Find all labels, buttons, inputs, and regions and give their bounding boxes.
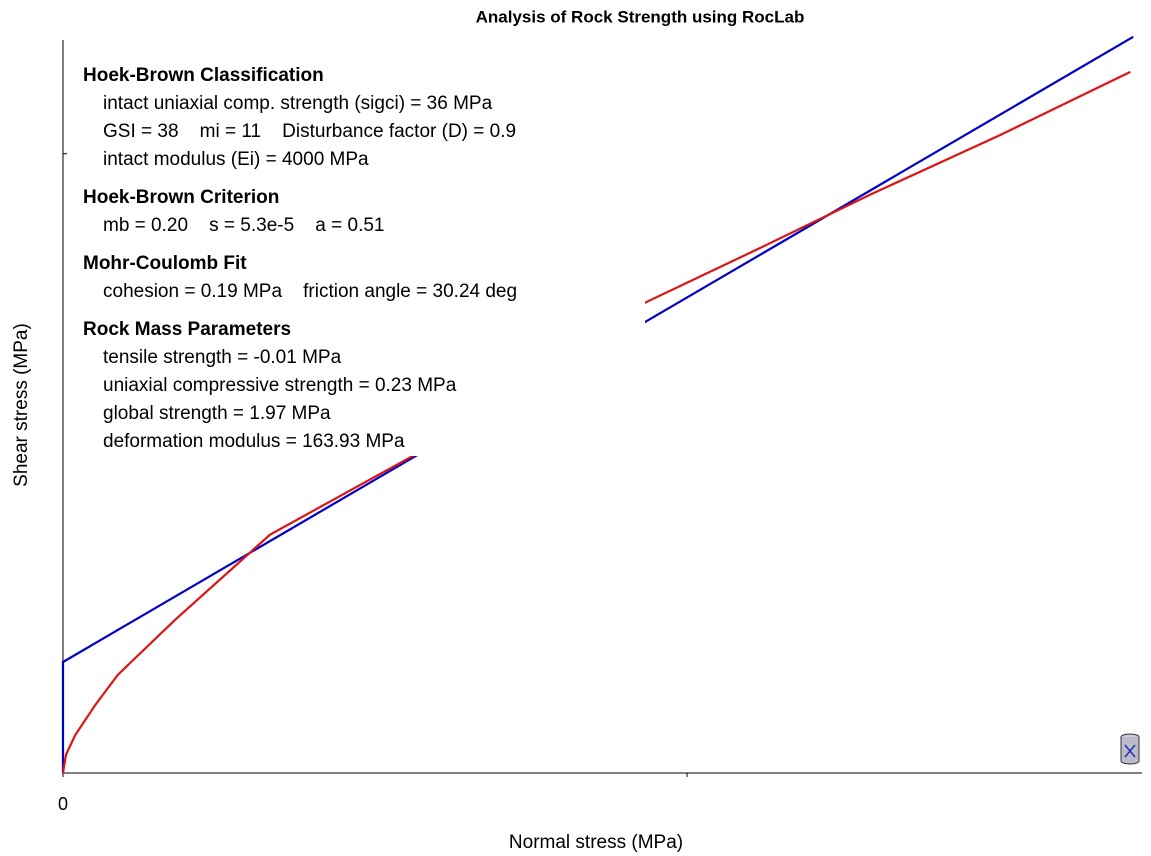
info-line: intact modulus (Ei) = 4000 MPa — [103, 149, 369, 170]
info-line: global strength = 1.97 MPa — [103, 403, 331, 424]
info-heading: Rock Mass Parameters — [83, 319, 291, 340]
info-heading: Hoek-Brown Criterion — [83, 187, 279, 208]
x-axis-label: Normal stress (MPa) — [509, 832, 683, 853]
series-line — [61, 35, 1134, 773]
info-line: deformation modulus = 163.93 MPa — [103, 431, 405, 452]
info-heading: Mohr-Coulomb Fit — [83, 253, 247, 274]
chart-title: Analysis of Rock Strength using RocLab — [476, 7, 805, 26]
info-line: cohesion = 0.19 MPa friction angle = 30.… — [103, 281, 517, 302]
x-tick-label: 0 — [58, 794, 68, 814]
info-heading: Hoek-Brown Classification — [83, 65, 324, 86]
info-line: mb = 0.20 s = 5.3e-5 a = 0.51 — [103, 215, 384, 236]
info-block: Hoek-Brown Classification intact uniaxial… — [75, 58, 645, 456]
y-axis-label: Shear stress (MPa) — [11, 323, 32, 487]
series-line — [61, 70, 1131, 774]
info-background — [75, 58, 645, 456]
info-line: tensile strength = -0.01 MPa — [103, 347, 342, 368]
info-line: intact uniaxial comp. strength (sigci) =… — [103, 93, 493, 114]
info-line: GSI = 38 mi = 11 Disturbance factor (D) … — [103, 121, 516, 142]
icon — [1120, 733, 1140, 765]
plot-area: 0 — [58, 35, 1142, 814]
info-line: uniaxial compressive strength = 0.23 MPa — [103, 375, 457, 396]
